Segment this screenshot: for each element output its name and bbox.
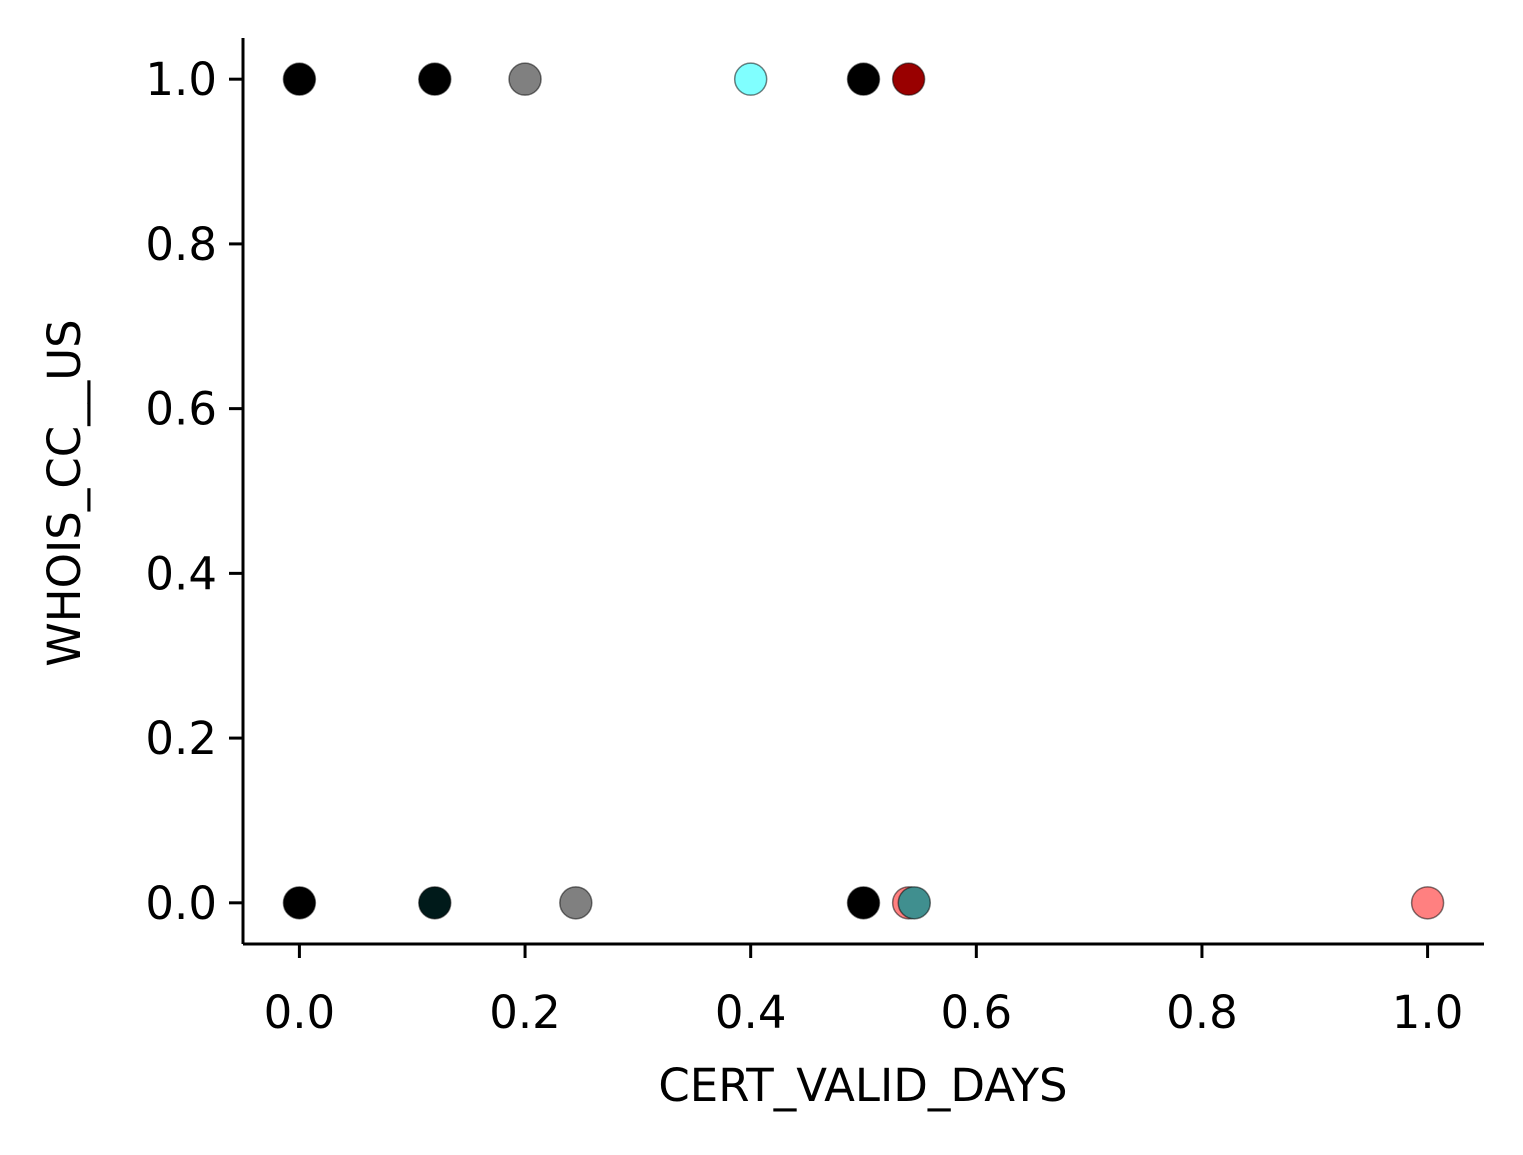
data-point-6 xyxy=(282,886,317,920)
data-point-12 xyxy=(1410,886,1445,920)
data-point-3 xyxy=(733,62,768,96)
x-tick-label: 0.8 xyxy=(1166,986,1238,1039)
x-axis-label: CERT_VALID_DAYS xyxy=(658,1059,1067,1112)
y-tick-label: 0.8 xyxy=(145,218,217,271)
x-tick-label: 0.4 xyxy=(715,986,787,1039)
data-point-4 xyxy=(846,62,881,96)
y-axis-label: WHOIS_CC__US xyxy=(38,319,91,666)
x-tick-label: 1.0 xyxy=(1392,986,1464,1039)
y-tick-label: 0.6 xyxy=(145,383,217,436)
data-point-8 xyxy=(559,886,593,920)
x-ticks: 0.0 0.2 0.4 0.6 0.8 1.0 xyxy=(264,944,1464,1039)
y-tick-label: 1.0 xyxy=(145,53,217,106)
data-point-5 xyxy=(891,62,926,96)
x-tick-label: 0.2 xyxy=(489,986,561,1039)
data-point-7 xyxy=(418,886,452,920)
y-tick-label: 0.2 xyxy=(145,712,217,765)
points-layer xyxy=(282,62,1445,920)
x-tick-label: 0.0 xyxy=(264,986,336,1039)
y-ticks: 0.0 0.2 0.4 0.6 0.8 1.0 xyxy=(145,53,243,930)
y-tick-label: 0.0 xyxy=(145,877,217,930)
data-point-11 xyxy=(897,886,932,920)
data-point-1 xyxy=(418,62,452,96)
x-tick-label: 0.6 xyxy=(941,986,1013,1039)
y-tick-label: 0.4 xyxy=(145,547,217,600)
data-point-9 xyxy=(846,886,881,920)
data-point-0 xyxy=(282,62,317,96)
data-point-2 xyxy=(508,62,542,96)
